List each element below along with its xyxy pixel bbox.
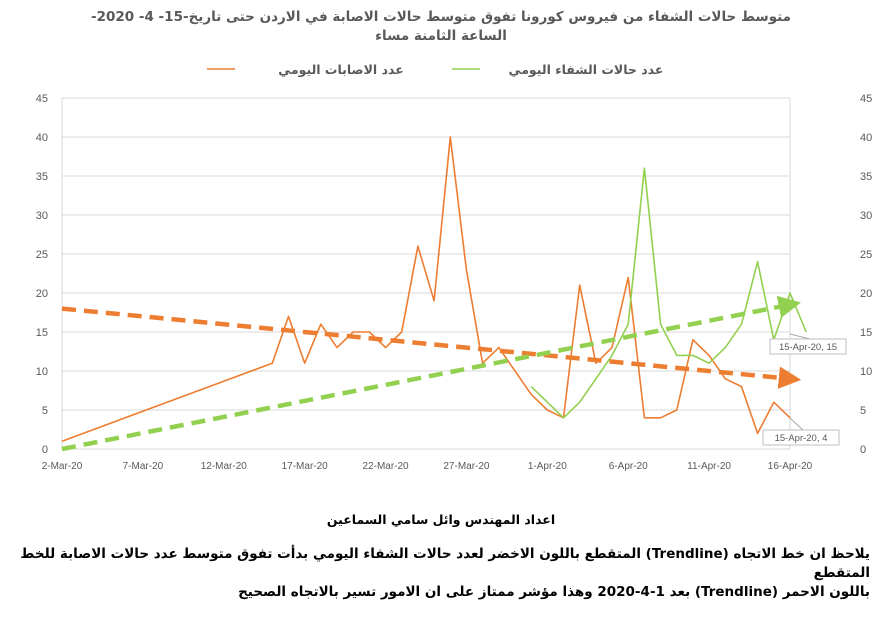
y-tick-label-left: 35 [36,171,48,183]
y-tick-label-right: 20 [860,288,872,300]
line-chart: 0 0 5 5 10 10 15 15 20 20 25 25 30 30 35 35 40 40 45 45 2-Ma… [36,62,873,472]
y-tick-label-right: 45 [860,93,872,105]
infections-trendline [61,306,802,389]
data-label: 15-Apr-20, 4 [775,433,828,444]
data-label-leader [789,333,811,340]
y-tick-label-left: 20 [36,288,48,300]
y-tick-label-left: 40 [36,132,48,144]
y-tick-label-right: 10 [860,366,872,378]
x-tick-label: 17-Mar-20 [282,461,329,472]
x-tick-label: 1-Apr-20 [528,461,567,472]
recoveries-series-line [530,167,807,419]
y-tick-label-left: 30 [36,210,48,222]
x-tick-label: 6-Apr-20 [609,461,648,472]
chart-frame: متوسط حالات الشفاء من فيروس كورونا تفوق … [20,8,873,472]
legend-label-infections: عدد الاصابات اليومي [278,62,404,77]
y-tick-label-right: 25 [860,249,872,261]
y-tick-label-right: 15 [860,327,872,339]
y-tick-label-right: 35 [860,171,872,183]
x-tick-label: 2-Mar-20 [42,461,83,472]
y-tick-label-right: 30 [860,210,872,222]
explanatory-note: يلاحظ ان خط الاتجاه (Trendline) المتقطع … [10,545,870,602]
x-tick-label: 11-Apr-20 [687,461,731,472]
x-tick-label: 22-Mar-20 [362,461,409,472]
y-tick-label-left: 45 [36,93,48,105]
y-tick-label-left: 25 [36,249,48,261]
recoveries-trendline [61,295,802,452]
chart-title-line1: متوسط حالات الشفاء من فيروس كورونا تفوق … [90,9,792,25]
y-tick-label-left: 5 [42,405,48,417]
x-tick-label: 27-Mar-20 [443,461,490,472]
chart-title: متوسط حالات الشفاء من فيروس كورونا تفوق … [20,8,862,46]
data-label-box [769,338,847,355]
data-label: 15-Apr-20, 15 [779,342,837,353]
data-label-box [762,429,840,446]
y-tick-label-left: 0 [42,444,48,456]
legend-label-recoveries: عدد حالات الشفاء اليومي [509,62,664,77]
chart-title-line2: الساعة الثامنة مساء [375,28,507,44]
infections-series-line [61,136,791,442]
note-line1: يلاحظ ان خط الاتجاه (Trendline) المتقطع … [20,546,870,581]
y-tick-label-left: 15 [36,327,48,339]
x-tick-label: 16-Apr-20 [768,461,813,472]
y-tick-label-right: 5 [860,405,866,417]
y-tick-label-right: 40 [860,132,872,144]
y-tick-label-right: 0 [860,444,866,456]
y-tick-label-left: 10 [36,366,48,378]
author-credit: اعداد المهندس وائل سامي السماعين [326,512,556,527]
x-tick-label: 12-Mar-20 [201,461,248,472]
note-line2: باللون الاحمر (Trendline) بعد 1-4-2020 و… [238,584,870,600]
x-tick-label: 7-Mar-20 [123,461,164,472]
data-label-leader [789,417,804,431]
